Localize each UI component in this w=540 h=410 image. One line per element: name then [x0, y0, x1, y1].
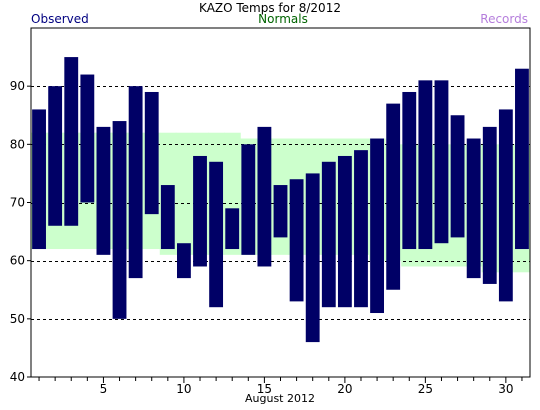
y-tick-label-60: 60	[10, 254, 25, 268]
y-axis: 40 50 60 70 80 90	[10, 79, 31, 384]
observed-bar-30	[498, 109, 513, 302]
x-tick-label-5: 5	[100, 382, 108, 396]
observed-bar-29	[482, 126, 497, 284]
legend-observed: Observed	[31, 12, 89, 26]
x-tick-label-20: 20	[337, 382, 352, 396]
observed-bar-19	[321, 161, 336, 308]
observed-bar-26	[434, 80, 449, 244]
y-tick-label-80: 80	[10, 137, 25, 151]
observed-bar-8	[144, 91, 159, 215]
x-tick-label-30: 30	[498, 382, 513, 396]
observed-bar-20	[337, 155, 352, 308]
observed-bar-9	[160, 185, 175, 250]
observed-bar-28	[466, 138, 481, 279]
observed-bar-15	[257, 126, 272, 267]
observed-bar-18	[305, 173, 320, 343]
observed-bar-17	[289, 179, 304, 302]
chart-title: KAZO Temps for 8/2012	[199, 1, 341, 15]
observed-bar-10	[176, 243, 191, 279]
observed-bar-27	[450, 115, 465, 238]
y-tick-label-90: 90	[10, 79, 25, 93]
x-tick-label-10: 10	[176, 382, 191, 396]
observed-bar-22	[370, 138, 385, 314]
y-tick-label-70: 70	[10, 196, 25, 210]
observed-bar-1	[32, 109, 46, 250]
y-tick-label-50: 50	[10, 312, 25, 326]
legend-normals: Normals	[258, 12, 308, 26]
observed-bar-6	[112, 121, 127, 319]
observed-bar-13	[225, 208, 240, 250]
observed-bar-4	[80, 74, 95, 203]
observed-bar-31	[515, 68, 529, 250]
observed-bar-5	[96, 126, 111, 255]
observed-bar-21	[354, 150, 368, 308]
x-axis-label: August 2012	[245, 392, 315, 405]
x-axis: 5 10 15 20 25 30	[38, 377, 523, 396]
y-tick-label-40: 40	[10, 370, 25, 384]
observed-bars-layer	[32, 57, 529, 343]
observed-bar-7	[128, 86, 143, 279]
normal-range-10	[175, 132, 193, 255]
observed-bar-25	[418, 80, 433, 250]
observed-bar-3	[64, 57, 79, 226]
x-tick-label-25: 25	[418, 382, 433, 396]
observed-bar-2	[48, 86, 63, 226]
legend-records: Records	[480, 12, 528, 26]
observed-bar-16	[273, 185, 288, 238]
observed-bar-11	[193, 155, 207, 267]
observed-bar-12	[209, 161, 224, 308]
x-tick-label-15: 15	[257, 382, 272, 396]
observed-bar-24	[402, 91, 417, 250]
observed-bar-23	[386, 103, 401, 290]
observed-bar-14	[241, 144, 256, 255]
